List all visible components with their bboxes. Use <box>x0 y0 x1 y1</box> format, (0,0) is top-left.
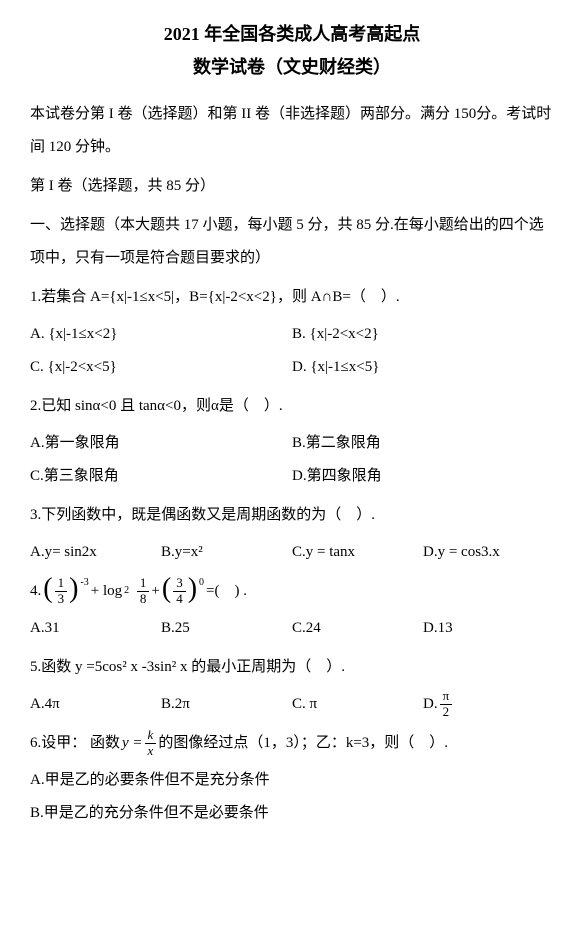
question-6-options: A.甲是乙的必要条件但不是充分条件 B.甲是乙的充分条件但不是必要条件 <box>30 764 554 830</box>
q4-opt-c: C.24 <box>292 612 423 645</box>
q3-opt-b: B.y=x² <box>161 536 292 569</box>
q6-prefix: 6.设甲： 函数 <box>30 727 120 760</box>
q6-opt-a: A.甲是乙的必要条件但不是充分条件 <box>30 764 554 797</box>
q4-plus2: + <box>151 575 159 608</box>
q5-opt-b: B.2π <box>161 688 292 721</box>
q4-prefix: 4. <box>30 575 41 608</box>
q3-opt-d: D.y = cos3.x <box>423 536 554 569</box>
q5-opt-d: D. π 2 <box>423 688 554 721</box>
exam-subtitle: 数学试卷（文史财经类） <box>30 53 554 82</box>
question-2: 2.已知 sinα<0 且 tanα<0，则α是（ ）. <box>30 390 554 423</box>
q4-frac3: 3 4 <box>173 576 186 606</box>
q3-opt-c: C.y = tanx <box>292 536 423 569</box>
q5-d-frac: π 2 <box>440 689 453 719</box>
q4-suffix: =( ) . <box>206 575 247 608</box>
question-6: 6.设甲： 函数 y = k x 的图像经过点（1，3）；乙：k=3，则（ ）. <box>30 727 554 760</box>
lparen2-icon: ( <box>162 575 171 603</box>
question-4: 4. ( 1 3 ) -3 + log2 1 8 + ( 3 4 ) 0 =( … <box>30 575 554 608</box>
q1-opt-c: C. {x|-2<x<5} <box>30 351 292 384</box>
question-4-options: A.31 B.25 C.24 D.13 <box>30 612 554 645</box>
question-1-options: A. {x|-1≤x<2} B. {x|-2<x<2} C. {x|-2<x<5… <box>30 318 554 384</box>
q4-frac2: 1 8 <box>137 576 150 606</box>
question-3-options: A.y= sin2x B.y=x² C.y = tanx D.y = cos3.… <box>30 536 554 569</box>
q1-opt-a: A. {x|-1≤x<2} <box>30 318 292 351</box>
q5-opt-c: C. π <box>292 688 423 721</box>
question-1: 1.若集合 A={x|-1≤x<5|，B={x|-2<x<2}，则 A∩B=（ … <box>30 281 554 314</box>
q3-opt-a: A.y= sin2x <box>30 536 161 569</box>
q4-frac1: 1 3 <box>55 576 68 606</box>
q2-opt-d: D.第四象限角 <box>292 460 554 493</box>
q4-exp2: 0 <box>199 572 204 594</box>
lparen-icon: ( <box>43 575 52 603</box>
question-2-options: A.第一象限角 B.第二象限角 C.第三象限角 D.第四象限角 <box>30 427 554 493</box>
question-5-options: A.4π B.2π C. π D. π 2 <box>30 688 554 721</box>
q2-opt-c: C.第三象限角 <box>30 460 292 493</box>
question-5: 5.函数 y =5cos² x -3sin² x 的最小正周期为（ ）. <box>30 651 554 684</box>
exam-intro: 本试卷分第 I 卷（选择题）和第 II 卷（非选择题）两部分。满分 150分。考… <box>30 98 554 164</box>
q6-yeq: y = <box>122 727 143 760</box>
q1-opt-b: B. {x|-2<x<2} <box>292 318 554 351</box>
q6-frac: k x <box>145 728 157 758</box>
q2-opt-b: B.第二象限角 <box>292 427 554 460</box>
rparen2-icon: ) <box>188 575 197 603</box>
question-3: 3.下列函数中，既是偶函数又是周期函数的为（ ）. <box>30 499 554 532</box>
exam-title: 2021 年全国各类成人高考高起点 <box>30 20 554 49</box>
q4-opt-a: A.31 <box>30 612 161 645</box>
q2-opt-a: A.第一象限角 <box>30 427 292 460</box>
q4-exp1: -3 <box>80 572 88 594</box>
q4-plus1: + log <box>91 575 122 608</box>
part1-header: 第 I 卷（选择题，共 85 分） <box>30 170 554 203</box>
q4-opt-b: B.25 <box>161 612 292 645</box>
rparen-icon: ) <box>69 575 78 603</box>
q6-opt-b: B.甲是乙的充分条件但不是必要条件 <box>30 797 554 830</box>
section1-header: 一、选择题（本大题共 17 小题，每小题 5 分，共 85 分.在每小题给出的四… <box>30 209 554 275</box>
q4-opt-d: D.13 <box>423 612 554 645</box>
q1-opt-d: D. {x|-1≤x<5} <box>292 351 554 384</box>
q6-suffix: 的图像经过点（1，3）；乙：k=3，则（ ）. <box>158 727 448 760</box>
q5-opt-a: A.4π <box>30 688 161 721</box>
